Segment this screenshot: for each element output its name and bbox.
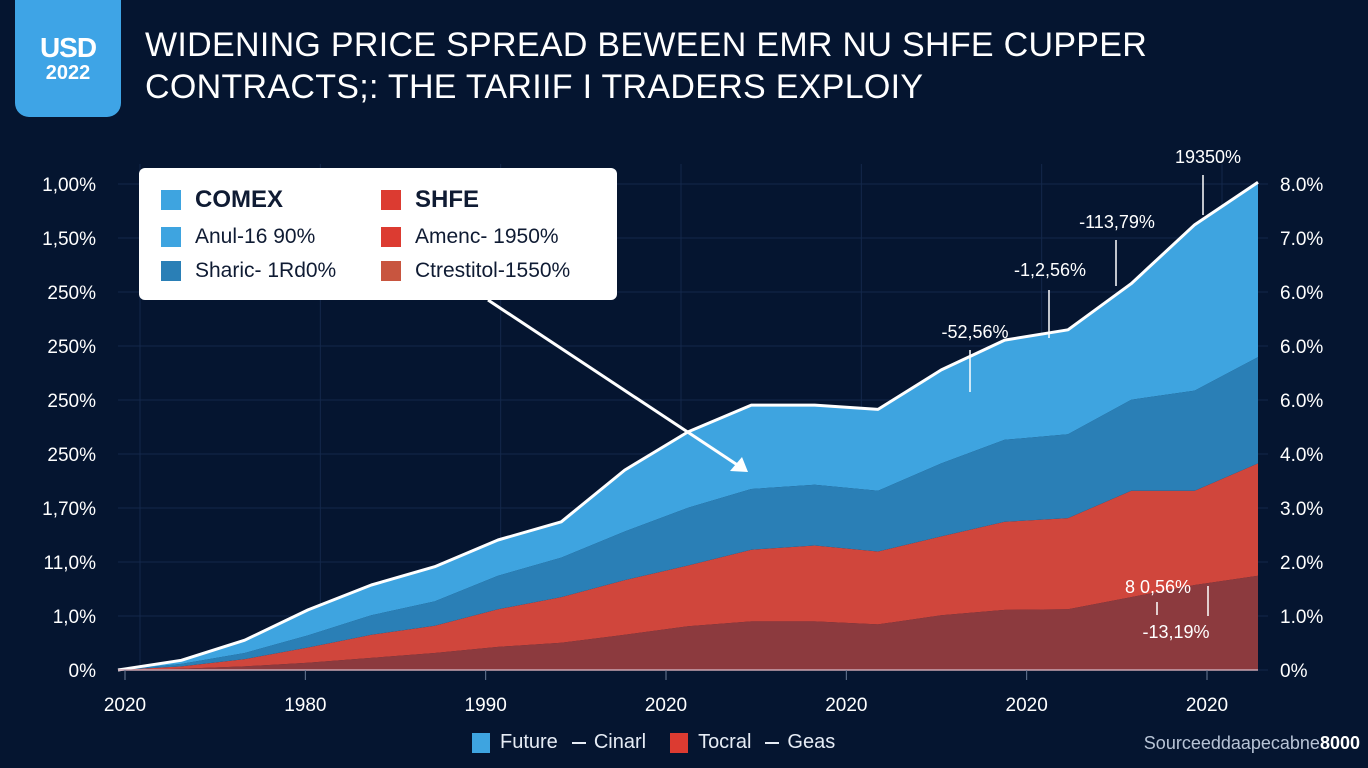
area-comex-dark — [118, 357, 1258, 670]
area-shfe-base — [118, 575, 1258, 670]
x-tick-label: 2020 — [1006, 695, 1048, 716]
annotation-label: -1,2,56% — [1014, 260, 1086, 280]
legend-label: Anul-16 90% — [195, 225, 316, 248]
source-value: 8000 — [1319, 733, 1360, 753]
chart-title-line-2: CONTRACTS;: THE TARIIF I TRADERS EXPLOIY — [145, 68, 924, 106]
legend-label: Amenc- 1950% — [415, 225, 559, 248]
y-left-tick-label: 1,00% — [42, 175, 96, 196]
bottom-legend-swatch — [670, 732, 689, 753]
badge-currency: USD — [39, 31, 97, 63]
x-tick-label: 2020 — [645, 695, 687, 716]
y-right-tick-label: 3.0% — [1280, 499, 1323, 520]
axes: 0% 1,0% 11,0% 1,70% 250% 250% 250% 250% 1,50% 1,0… — [42, 175, 1323, 716]
y-right-tick-label: 4.0% — [1280, 445, 1323, 466]
legend-item: Anul-16 90% — [161, 225, 315, 249]
y-right-tick-label: 7.0% — [1280, 229, 1323, 250]
source-note: Sourceeddaapecabne8000 — [1144, 733, 1360, 754]
y-right-tick-label: 2.0% — [1280, 553, 1323, 574]
callout-arrow — [487, 298, 748, 472]
bottom-legend-dash — [765, 741, 780, 744]
legend-item: Ctrestitol-1550% — [381, 259, 570, 283]
legend-swatch — [381, 261, 401, 281]
legend-box: COMEX SHFE Anul-16 90% Amenc- 1950% Sharic- … — [139, 168, 617, 300]
x-tick-label: 1990 — [465, 695, 507, 716]
chart-title: WIDENING PRICE SPREAD BEWEEN EMR NU SHFE… — [145, 24, 1265, 108]
annotation-label: -113,79% — [1079, 212, 1155, 232]
legend-swatch — [161, 190, 181, 210]
chart-title-line-1: WIDENING PRICE SPREAD BEWEEN EMR NU SHFE… — [145, 26, 1148, 64]
legend-item: SHFE — [381, 186, 479, 214]
annotation-label: -13,19% — [1142, 622, 1209, 642]
arrow-shaft — [487, 298, 743, 470]
annotation-label: 19350% — [1175, 147, 1241, 167]
annotations: -52,56% -1,2,56% -113,79% 19350% 8 0,56% -13,… — [941, 147, 1241, 642]
y-left-tick-label: 250% — [47, 391, 96, 412]
bottom-legend-label: Future — [500, 731, 558, 753]
y-left-tick-label: 0% — [69, 661, 97, 682]
legend-label: COMEX — [195, 186, 284, 213]
year-badge: USD 2022 — [15, 0, 121, 117]
annotation-label: 8 0,56% — [1125, 577, 1191, 597]
source-text: Sourceeddaapecabne — [1143, 733, 1320, 753]
legend-swatch — [161, 261, 181, 281]
legend-swatch — [381, 190, 401, 210]
arrow-head-icon — [730, 457, 748, 472]
annotation-label: -52,56% — [941, 322, 1008, 342]
bottom-legend-label: Geas — [787, 731, 836, 753]
bottom-legend-label: Cinarl — [593, 731, 647, 753]
y-left-tick-label: 1,0% — [53, 607, 96, 628]
y-left-tick-label: 250% — [47, 445, 96, 466]
x-tick-label: 1980 — [284, 695, 326, 716]
legend-item: Amenc- 1950% — [381, 225, 559, 249]
bottom-legend-dash — [571, 741, 586, 744]
legend-label: Sharic- 1Rd0% — [195, 259, 337, 282]
y-left-tick-label: 1,50% — [42, 229, 96, 250]
area-layers — [118, 182, 1258, 670]
area-comex — [118, 182, 1258, 670]
y-right-tick-label: 8.0% — [1280, 175, 1323, 196]
legend-item: COMEX — [161, 186, 283, 214]
x-tick-label: 2020 — [104, 695, 146, 716]
x-tick-label: 2020 — [1186, 695, 1228, 716]
legend-item: Sharic- 1Rd0% — [161, 259, 336, 283]
badge-year: 2022 — [45, 61, 91, 84]
y-left-tick-label: 250% — [47, 283, 96, 304]
legend-label: SHFE — [415, 186, 480, 213]
y-left-tick-label: 11,0% — [44, 553, 97, 574]
y-right-tick-label: 6.0% — [1280, 391, 1323, 412]
y-right-tick-label: 0% — [1280, 661, 1308, 682]
legend-swatch — [161, 227, 181, 247]
bottom-legend-label: Tocral — [698, 731, 752, 753]
legend-label: Ctrestitol-1550% — [415, 259, 571, 282]
bottom-legend-swatch — [472, 732, 490, 753]
y-right-tick-label: 6.0% — [1280, 337, 1323, 358]
bottom-legend: Future Cinarl Tocral Geas — [472, 731, 835, 754]
y-left-tick-label: 250% — [47, 337, 96, 358]
legend-swatch — [381, 227, 401, 247]
x-tick-label: 2020 — [825, 695, 867, 716]
y-right-tick-label: 1.0% — [1280, 607, 1323, 628]
y-right-tick-label: 6.0% — [1280, 283, 1323, 304]
area-shfe — [118, 463, 1258, 670]
y-left-tick-label: 1,70% — [42, 499, 96, 520]
